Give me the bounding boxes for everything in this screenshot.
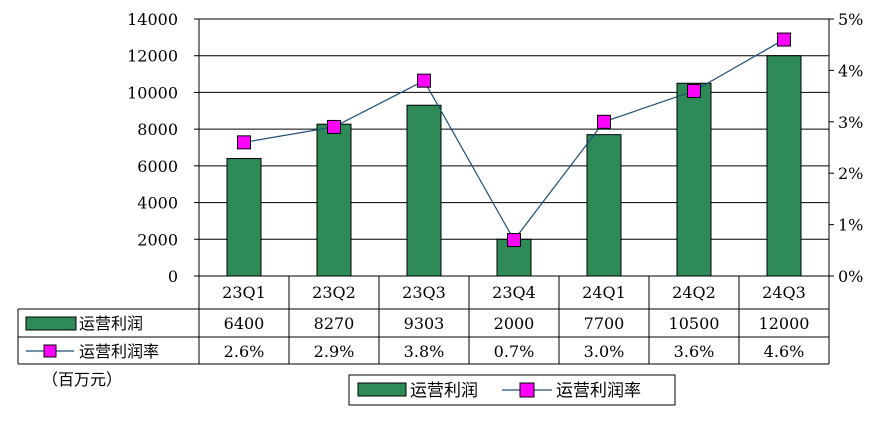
y-left-tick-label: 2000 — [137, 230, 178, 249]
y-left-tick-label: 14000 — [127, 10, 178, 29]
table-bar-swatch — [25, 316, 77, 331]
table-row-label: 运营利润 — [79, 314, 143, 333]
category-label: 23Q1 — [222, 283, 266, 302]
line-marker — [687, 83, 701, 98]
bar-data-label: 7700 — [584, 314, 625, 333]
plot-area-frame — [198, 18, 830, 277]
category-label: 24Q2 — [672, 283, 716, 302]
table-marker-swatch — [43, 344, 57, 358]
bar-data-label: 2000 — [494, 314, 535, 333]
bar-series — [226, 55, 802, 277]
y-left-tick-label: 10000 — [127, 83, 178, 102]
line-series — [237, 32, 791, 248]
legend-item-label: 运营利润 — [410, 381, 478, 401]
line-marker — [327, 119, 341, 134]
bar-data-label: 8270 — [314, 314, 355, 333]
y-left-tick-label: 0 — [168, 267, 178, 286]
line-data-label: 3.6% — [674, 342, 715, 361]
line-data-label: 2.9% — [314, 342, 355, 361]
line-marker — [777, 32, 791, 47]
unit-label: （百万元） — [42, 370, 122, 389]
axes: 0 2000 4000 6000 8000 10000 12000 14000 0% 1% 2% 3%… — [127, 10, 863, 286]
category-label: 23Q2 — [312, 283, 356, 302]
bar — [316, 123, 352, 277]
y-left-tick-label: 4000 — [137, 194, 178, 213]
legend-item-label: 运营利润率 — [556, 381, 641, 401]
y-left-tick-label: 8000 — [137, 120, 178, 139]
bar — [676, 82, 712, 277]
line-marker — [237, 135, 251, 150]
line-marker — [417, 73, 431, 88]
line-data-label: 3.0% — [584, 342, 625, 361]
line-marker — [597, 114, 611, 129]
bar — [226, 158, 262, 277]
legend-marker-swatch — [519, 382, 535, 398]
y-right-tick-label: 4% — [838, 61, 863, 80]
category-label: 23Q4 — [492, 283, 536, 302]
category-label: 23Q3 — [402, 283, 446, 302]
line-marker — [507, 233, 521, 248]
y-right-tick-label: 1% — [838, 216, 863, 235]
line-data-label: 2.6% — [224, 342, 265, 361]
category-label: 24Q3 — [762, 283, 806, 302]
table-row-label: 运营利润率 — [79, 342, 159, 361]
bar — [766, 55, 802, 277]
line-data-label: 0.7% — [494, 342, 535, 361]
legend: 运营利润 运营利润率 — [348, 374, 676, 406]
y-right-tick-label: 5% — [838, 10, 863, 29]
bar-data-label: 6400 — [224, 314, 265, 333]
category-label: 24Q1 — [582, 283, 626, 302]
bar-data-label: 9303 — [404, 314, 445, 333]
data-table: 23Q1 23Q2 23Q3 23Q4 24Q1 24Q2 24Q3 运营利润 6400 8270… — [17, 276, 830, 365]
y-left-tick-label: 6000 — [137, 157, 178, 176]
bar — [586, 134, 622, 277]
y-right-tick-label: 2% — [838, 164, 863, 183]
legend-bar-swatch — [357, 382, 407, 397]
y-right-tick-label: 3% — [838, 113, 863, 132]
gridlines — [199, 18, 829, 240]
bar — [406, 104, 442, 277]
bar-data-label: 10500 — [669, 314, 720, 333]
y-right-tick-label: 0% — [838, 267, 863, 286]
line-data-label: 4.6% — [764, 342, 805, 361]
y-left-tick-label: 12000 — [127, 47, 178, 66]
bar-data-label: 12000 — [759, 314, 810, 333]
line-data-label: 3.8% — [404, 342, 445, 361]
